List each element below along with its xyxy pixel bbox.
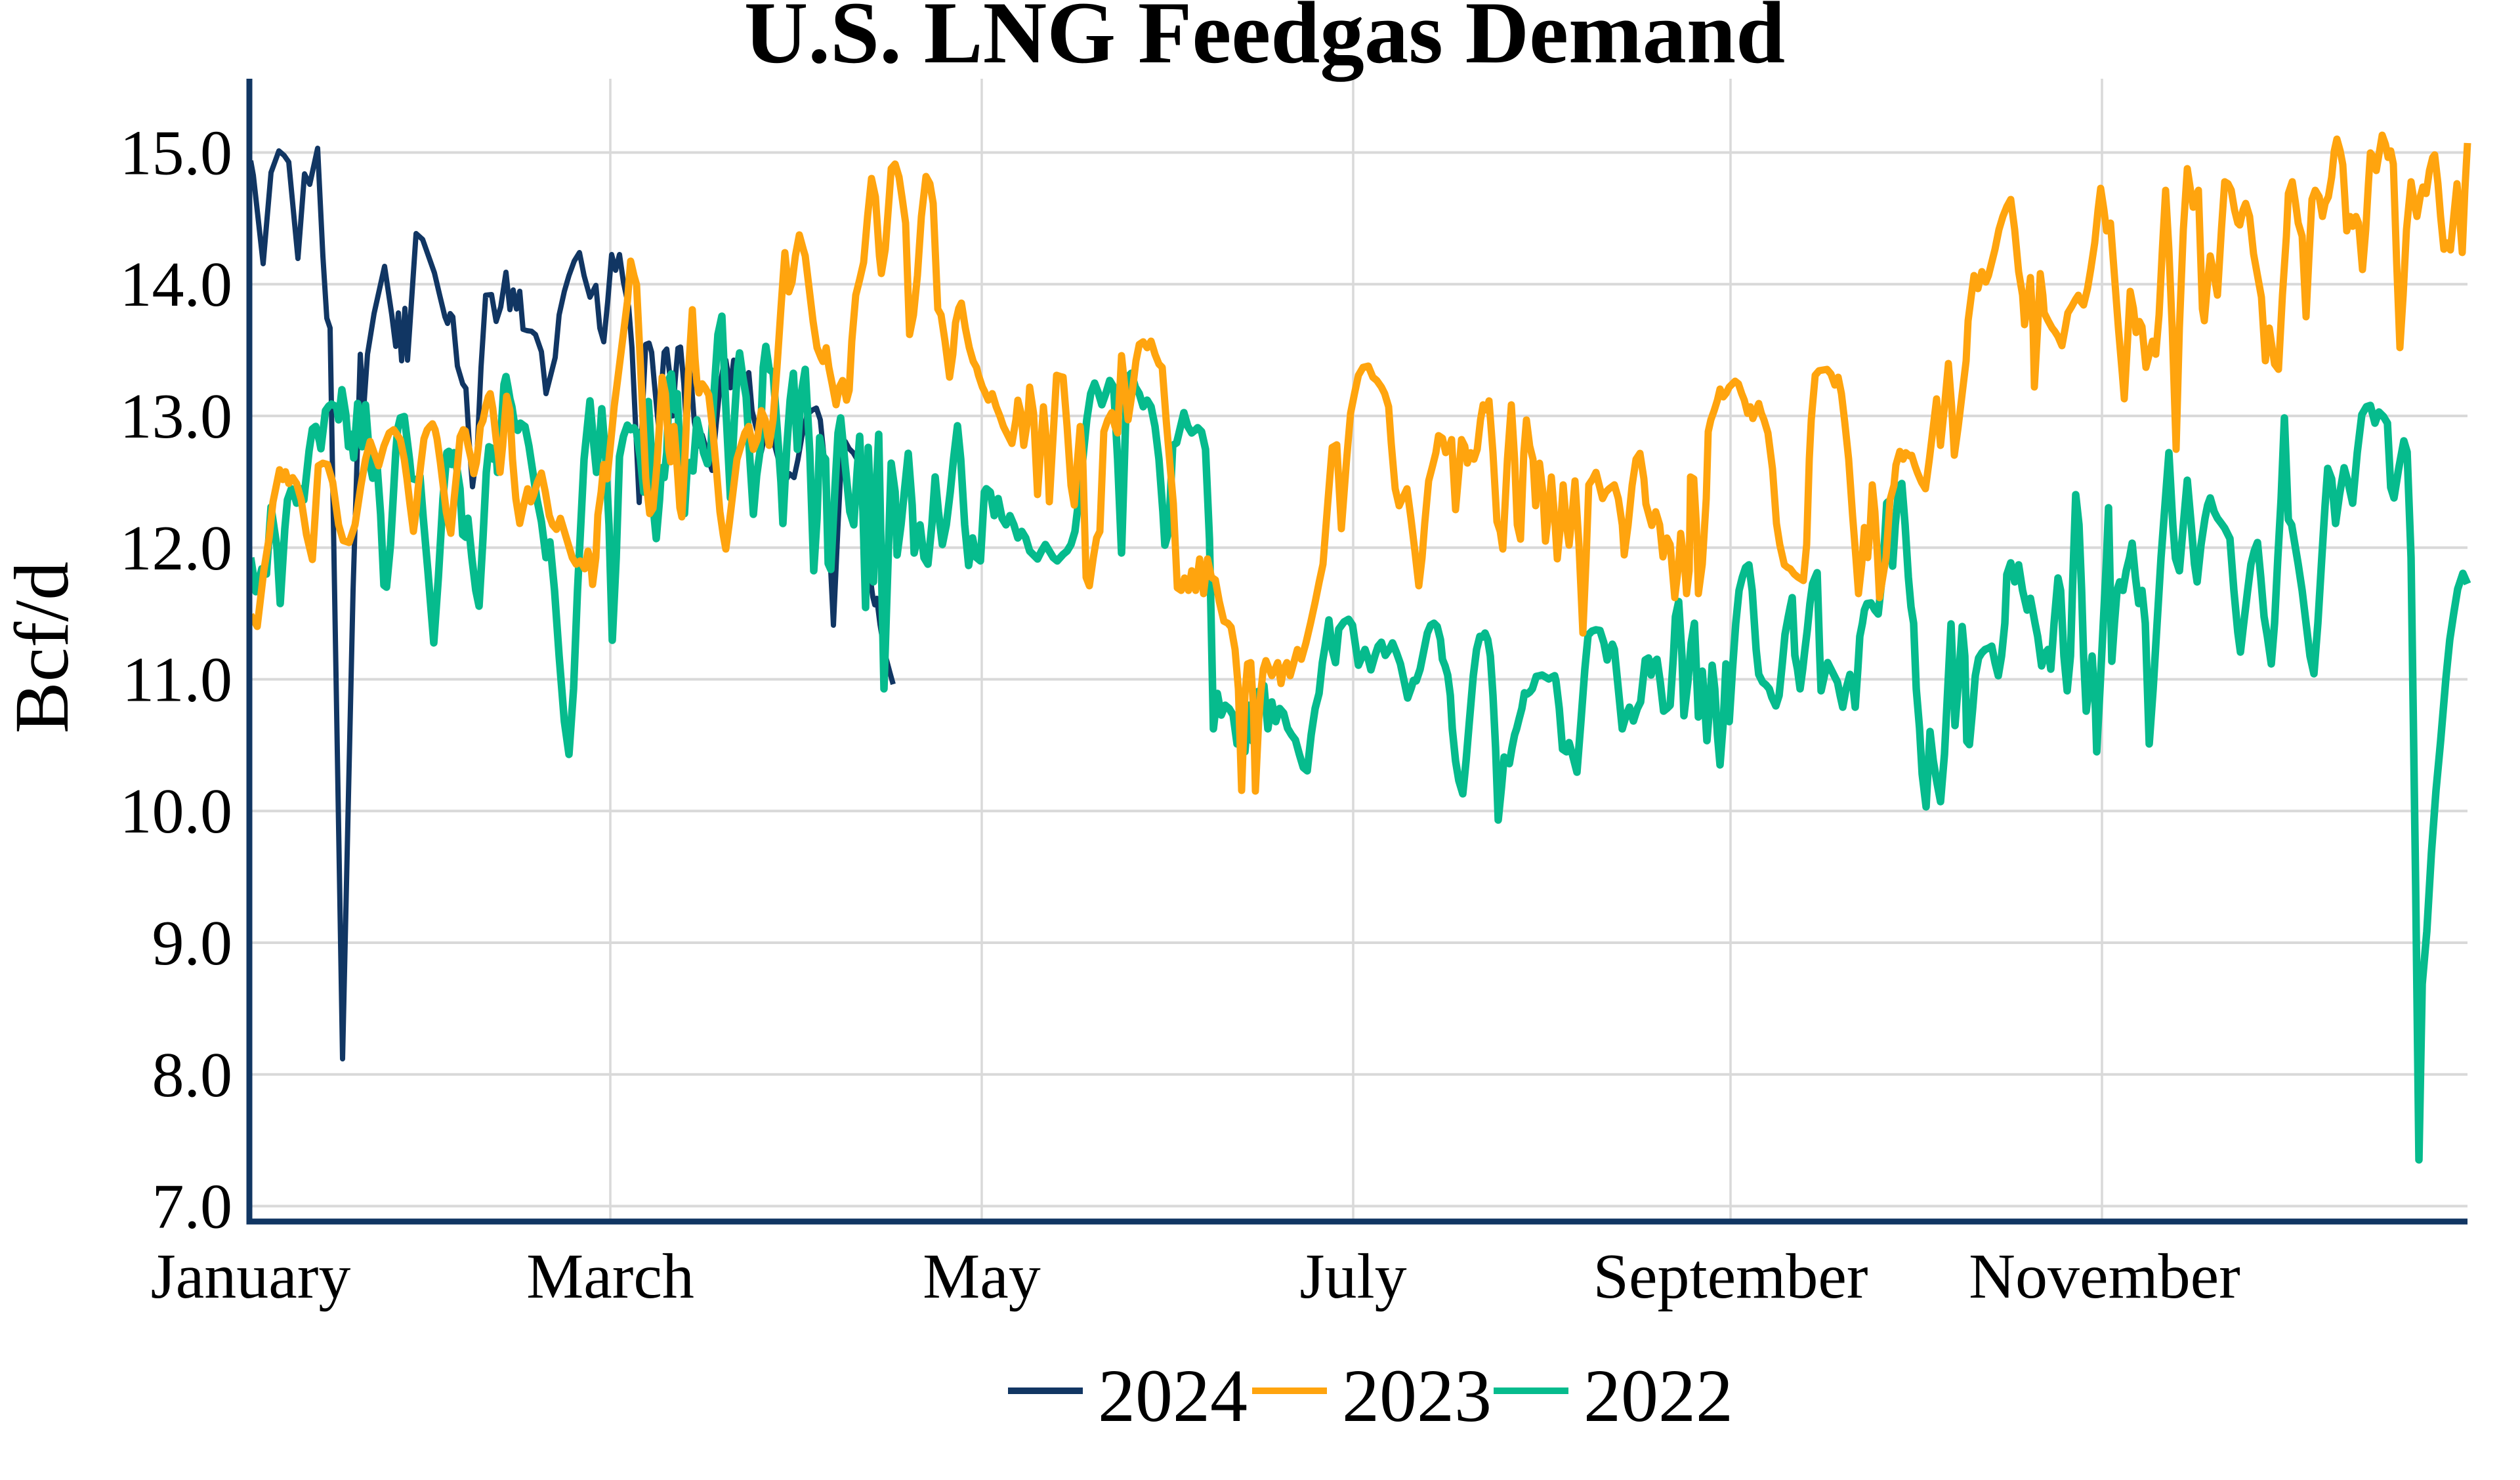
- svg-text:September: September: [1593, 1241, 1868, 1312]
- svg-text:November: November: [1969, 1241, 2240, 1312]
- svg-text:12.0: 12.0: [120, 513, 233, 584]
- svg-text:Bcf/d: Bcf/d: [0, 562, 85, 733]
- svg-text:8.0: 8.0: [152, 1040, 233, 1111]
- svg-text:January: January: [151, 1241, 351, 1312]
- svg-text:11.0: 11.0: [122, 645, 232, 716]
- svg-text:July: July: [1299, 1241, 1406, 1312]
- svg-text:10.0: 10.0: [120, 776, 233, 847]
- svg-text:U.S. LNG Feedgas Demand: U.S. LNG Feedgas Demand: [744, 0, 1785, 82]
- svg-text:13.0: 13.0: [120, 381, 233, 452]
- svg-text:March: March: [526, 1241, 694, 1312]
- svg-text:2023: 2023: [1342, 1354, 1492, 1437]
- svg-text:2024: 2024: [1098, 1354, 1248, 1437]
- svg-text:2022: 2022: [1584, 1354, 1733, 1437]
- svg-text:May: May: [923, 1241, 1041, 1312]
- svg-text:15.0: 15.0: [120, 118, 233, 189]
- svg-text:9.0: 9.0: [152, 908, 233, 979]
- svg-text:7.0: 7.0: [152, 1172, 233, 1243]
- svg-text:14.0: 14.0: [120, 249, 233, 320]
